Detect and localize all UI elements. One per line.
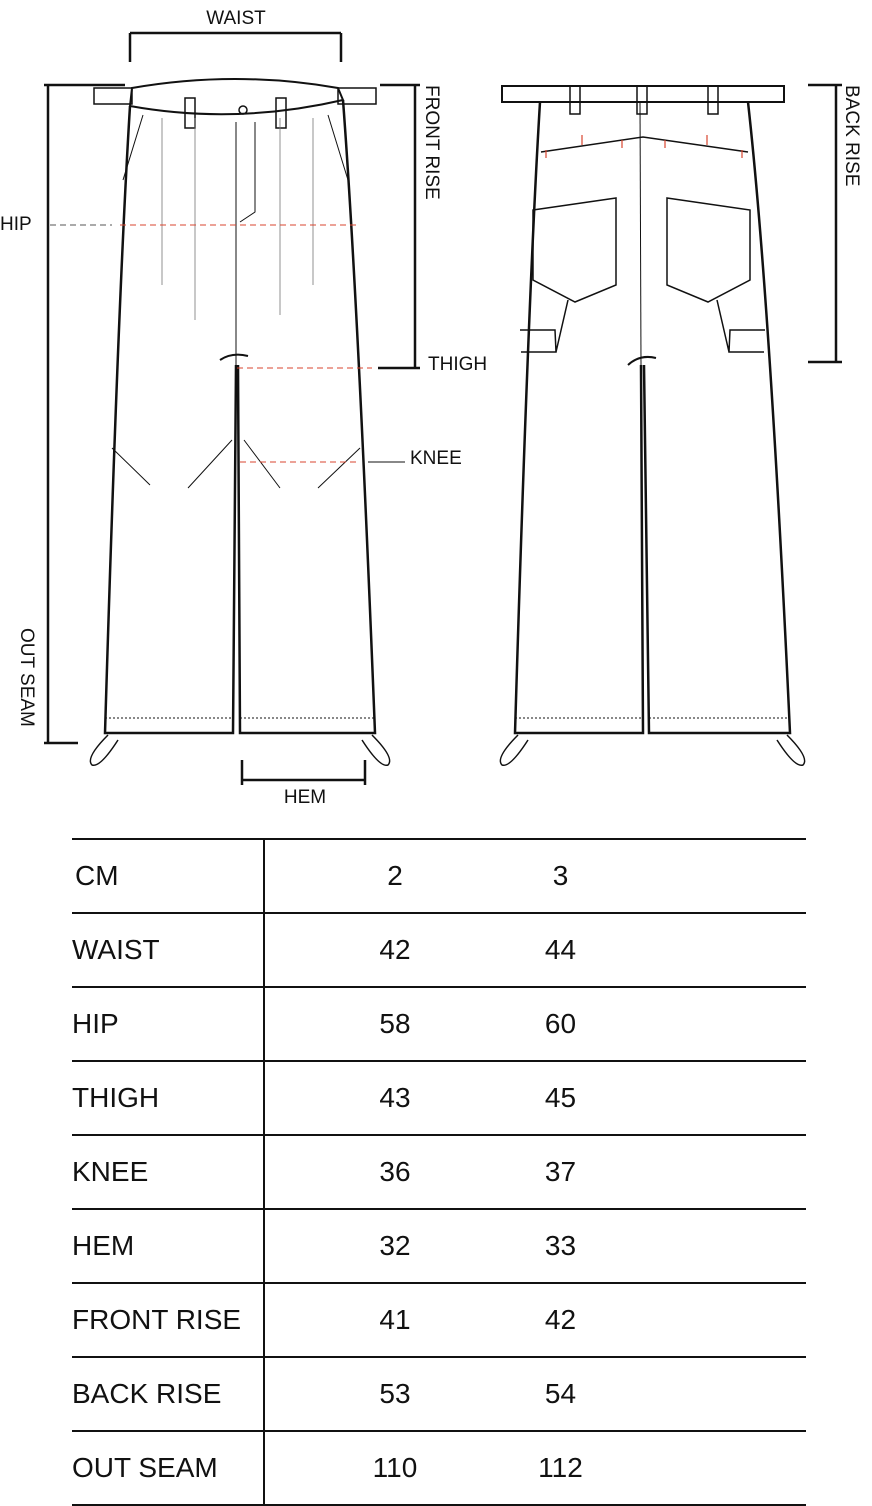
label-front-rise: FRONT RISE	[421, 85, 442, 200]
header-size: 3	[475, 838, 806, 913]
cell: 42	[264, 912, 475, 987]
row-label: HIP	[72, 986, 265, 1061]
table-row: KNEE 36 37	[72, 1134, 806, 1209]
cell: 110	[264, 1430, 475, 1506]
table-row: BACK RISE 53 54	[72, 1356, 806, 1431]
cell: 53	[264, 1356, 475, 1431]
label-knee: KNEE	[410, 448, 462, 469]
cell: 60	[475, 986, 806, 1061]
row-label: FRONT RISE	[72, 1282, 265, 1357]
back-pants-drawing	[499, 85, 806, 767]
label-hem: HEM	[284, 787, 326, 808]
label-thigh: THIGH	[428, 354, 487, 375]
hem-measure-line	[240, 760, 367, 785]
cell: 32	[264, 1208, 475, 1283]
header-size: 2	[264, 838, 475, 913]
table-row: OUT SEAM 110 112	[72, 1430, 806, 1506]
pants-diagram: WAIST HIP THIGH KNEE HEM FRONT RISE BACK…	[0, 8, 862, 808]
cell: 42	[475, 1282, 806, 1357]
waist-measure-line	[128, 31, 343, 62]
cell: 37	[475, 1134, 806, 1209]
row-label: THIGH	[72, 1060, 265, 1135]
cell: 36	[264, 1134, 475, 1209]
table-row: WAIST 42 44	[72, 912, 806, 987]
label-hip: HIP	[0, 214, 32, 235]
row-label: BACK RISE	[72, 1356, 265, 1431]
row-label: WAIST	[72, 912, 265, 987]
table-row: FRONT RISE 41 42	[72, 1282, 806, 1357]
row-label: OUT SEAM	[72, 1430, 265, 1506]
cell: 44	[475, 912, 806, 987]
table-row: HEM 32 33	[72, 1208, 806, 1283]
back-rise-measure-line	[808, 83, 842, 364]
table-header-row: CM 2 3	[72, 838, 806, 913]
cell: 43	[264, 1060, 475, 1135]
front-pants-drawing	[89, 78, 391, 767]
cell: 33	[475, 1208, 806, 1283]
out-seam-measure-line	[44, 83, 125, 745]
label-out-seam: OUT SEAM	[16, 628, 37, 727]
table-row: HIP 58 60	[72, 986, 806, 1061]
header-unit: CM	[72, 838, 265, 913]
cell: 112	[475, 1430, 806, 1506]
label-waist: WAIST	[206, 8, 266, 29]
cell: 54	[475, 1356, 806, 1431]
label-back-rise: BACK RISE	[841, 85, 862, 186]
cell: 58	[264, 986, 475, 1061]
front-rise-measure-line	[378, 83, 420, 370]
row-label: HEM	[72, 1208, 265, 1283]
table-row: THIGH 43 45	[72, 1060, 806, 1135]
row-label: KNEE	[72, 1134, 265, 1209]
size-table: CM 2 3 WAIST 42 44 HIP 58 60 THIGH 43 45 KNEE 3…	[72, 838, 806, 1506]
cell: 45	[475, 1060, 806, 1135]
cell: 41	[264, 1282, 475, 1357]
